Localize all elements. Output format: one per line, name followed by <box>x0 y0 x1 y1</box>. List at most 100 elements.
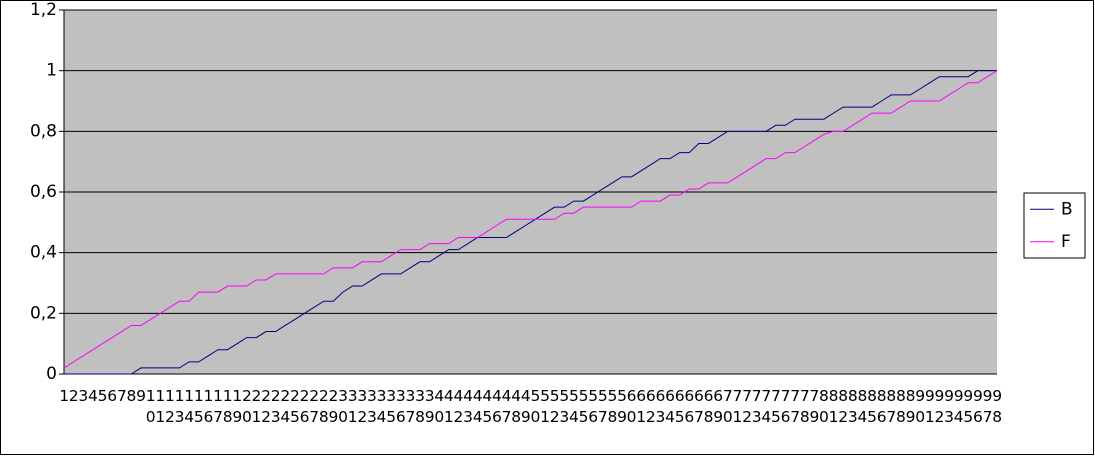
x-tick-label: 37 <box>405 387 416 426</box>
x-tick-label: 90 <box>915 387 926 426</box>
x-tick-label: 38 <box>415 387 425 426</box>
x-tick-label: 61 <box>636 387 647 426</box>
x-tick-label: 74 <box>761 387 772 426</box>
x-tick-label: 65 <box>674 387 685 426</box>
x-tick-label: 30 <box>338 387 348 426</box>
x-tick-label: 58 <box>607 387 618 426</box>
x-tick-label: 36 <box>395 387 406 426</box>
x-tick-label: 40 <box>434 387 445 426</box>
x-tick-label: 27 <box>309 387 320 426</box>
x-tick-label: 64 <box>665 387 676 426</box>
x-tick-label: 5 <box>97 387 108 405</box>
x-tick-label: 70 <box>722 387 733 426</box>
x-tick-label: 9 <box>136 387 146 405</box>
y-tick-label: 0,2 <box>30 303 57 323</box>
x-tick-label: 60 <box>626 387 637 426</box>
x-tick-label: 46 <box>492 387 502 426</box>
x-tick-label: 86 <box>876 387 887 426</box>
x-tick-label: 62 <box>645 387 656 426</box>
x-tick-label: 67 <box>694 387 704 426</box>
y-tick-label: 0,8 <box>30 121 57 141</box>
x-tick-label: 71 <box>732 387 743 426</box>
x-tick-label: 7 <box>116 387 127 405</box>
x-tick-label: 66 <box>684 387 695 426</box>
x-tick-label: 8 <box>126 387 137 405</box>
x-tick-label: 4 <box>88 387 98 405</box>
x-tick-label: 55 <box>578 387 589 426</box>
x-tick-label: 32 <box>357 387 368 426</box>
x-tick-label: 39 <box>424 387 435 426</box>
x-tick-label: 35 <box>386 387 397 426</box>
x-tick-label: 88 <box>896 387 906 426</box>
x-tick-label: 41 <box>443 387 454 426</box>
x-tick-label: 79 <box>809 387 820 426</box>
x-tick-label: 49 <box>520 387 531 426</box>
y-tick-label: 1,2 <box>30 0 57 20</box>
x-tick-label: 28 <box>318 387 329 426</box>
legend-box <box>1023 192 1086 259</box>
x-tick-label: 53 <box>559 387 570 426</box>
x-tick-label: 1 <box>59 387 70 405</box>
x-tick-label: 25 <box>290 387 300 426</box>
x-tick-label: 23 <box>270 387 281 426</box>
x-tick-label: 91 <box>924 387 935 426</box>
x-tick-label: 18 <box>222 387 233 426</box>
x-tick-label: 24 <box>280 387 291 426</box>
x-tick-label: 77 <box>790 387 801 426</box>
y-tick-label: 0,6 <box>30 182 57 202</box>
x-tick-label: 48 <box>511 387 522 426</box>
x-tick-label: 16 <box>203 387 214 426</box>
x-tick-label: 52 <box>549 387 560 426</box>
x-tick-label: 6 <box>107 387 118 405</box>
x-tick-label: 72 <box>742 387 752 426</box>
x-tick-label: 68 <box>703 387 714 426</box>
x-tick-label: 14 <box>184 387 195 426</box>
x-tick-label: 59 <box>617 387 627 426</box>
x-tick-label: 54 <box>568 387 579 426</box>
x-tick-label: 45 <box>482 387 493 426</box>
x-tick-label: 92 <box>934 387 945 426</box>
x-tick-label: 94 <box>953 387 964 426</box>
x-tick-label: 81 <box>828 387 839 426</box>
x-tick-label: 13 <box>174 387 185 426</box>
x-tick-label: 93 <box>944 387 954 426</box>
x-tick-label: 19 <box>232 387 243 426</box>
x-tick-label: 76 <box>780 387 791 426</box>
x-tick-label: 15 <box>193 387 204 426</box>
y-tick-label: 0,4 <box>30 243 57 263</box>
x-tick-label: 22 <box>261 387 272 426</box>
legend-label: B <box>1061 199 1073 219</box>
x-tick-label: 63 <box>655 387 666 426</box>
x-tick-label: 80 <box>819 387 829 426</box>
x-tick-label: 98 <box>992 387 1003 426</box>
series-line <box>64 70 997 375</box>
y-tick-label: 0 <box>46 364 57 384</box>
x-tick-label: 43 <box>463 387 474 426</box>
x-tick-label: 17 <box>213 387 223 426</box>
x-tick-label: 78 <box>799 387 810 426</box>
x-tick-label: 87 <box>886 387 897 426</box>
x-tick-label: 69 <box>713 387 724 426</box>
x-tick-label: 51 <box>540 387 550 426</box>
x-tick-label: 50 <box>530 387 541 426</box>
x-tick-label: 3 <box>78 387 89 405</box>
x-tick-label: 34 <box>376 387 387 426</box>
x-tick-label: 82 <box>838 387 849 426</box>
x-tick-label: 56 <box>588 387 599 426</box>
x-tick-label: 26 <box>299 387 310 426</box>
x-tick-label: 83 <box>847 387 858 426</box>
x-tick-label: 20 <box>241 387 252 426</box>
x-tick-label: 10 <box>145 387 156 426</box>
x-tick-label: 21 <box>251 387 262 426</box>
x-tick-label: 47 <box>501 387 512 426</box>
x-tick-label: 95 <box>963 387 974 426</box>
x-tick-label: 85 <box>867 387 878 426</box>
x-tick-label: 11 <box>155 387 166 426</box>
x-tick-label: 2 <box>68 387 79 405</box>
x-tick-label: 42 <box>453 387 464 426</box>
x-tick-label: 57 <box>597 387 608 426</box>
legend-label: F <box>1061 232 1071 252</box>
x-tick-label: 89 <box>905 387 916 426</box>
